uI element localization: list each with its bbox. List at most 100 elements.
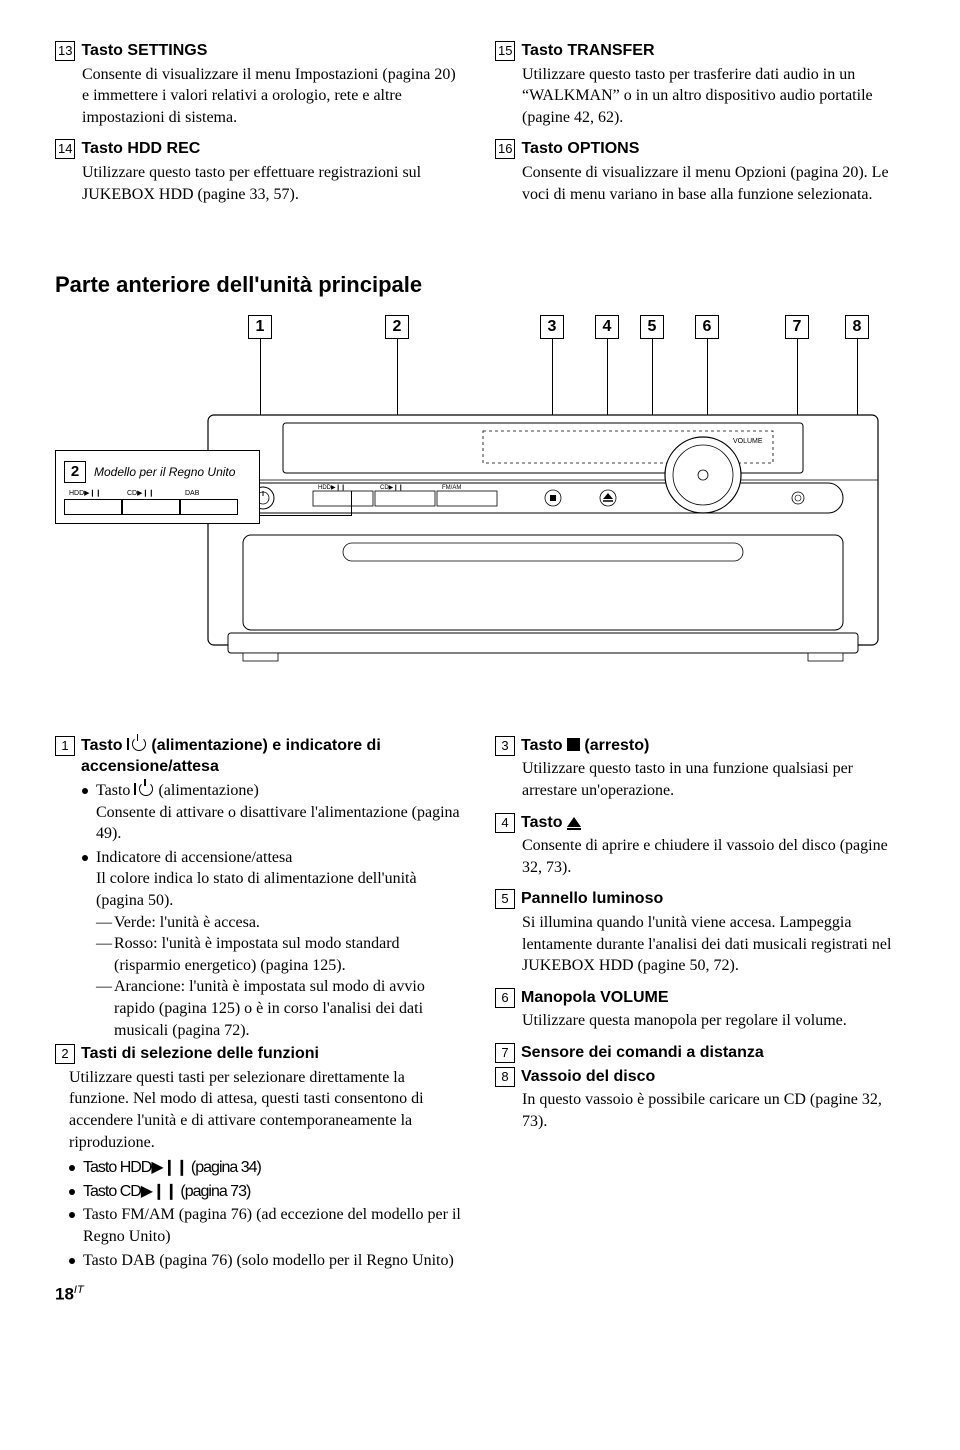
- item-6: 6 Manopola VOLUME Utilizzare questa mano…: [495, 987, 905, 1032]
- numbox-14: 14: [55, 139, 75, 159]
- callouts: 1 2 3 4 5 6 7 8: [55, 315, 905, 345]
- numbox-b5: 5: [495, 889, 515, 909]
- item-2-bullets: Tasto HDD▶❙❙ (pagina 34) Tasto CD▶❙❙ (pa…: [55, 1157, 465, 1271]
- dash-3: Arancione: l'unità è impostata sul modo …: [96, 976, 465, 1041]
- item-13-body: Consente di visualizzare il menu Imposta…: [55, 64, 465, 129]
- i4-ta: Tasto: [521, 814, 567, 831]
- callout-7: 7: [785, 315, 809, 339]
- b1-b: (alimentazione): [154, 782, 258, 799]
- item-2-body: Utilizzare questi tasti per selezionare …: [55, 1067, 465, 1153]
- item-2-b1: Tasto HDD▶❙❙ (pagina 34): [69, 1157, 465, 1179]
- item-2-b3: Tasto FM/AM (pagina 76) (ad eccezione de…: [69, 1204, 465, 1247]
- item-1-title: Tasto (alimentazione) e indicatore di ac…: [81, 735, 465, 778]
- uk-label: Modello per il Regno Unito: [94, 464, 235, 480]
- item-1: 1 Tasto (alimentazione) e indicatore di …: [55, 735, 465, 1041]
- item-4-title: Tasto: [521, 812, 581, 834]
- item-14: 14 Tasto HDD REC Utilizzare questo tasto…: [55, 138, 465, 205]
- numbox-b3: 3: [495, 736, 515, 756]
- callout-3: 3: [540, 315, 564, 339]
- item-6-title: Manopola VOLUME: [521, 987, 669, 1009]
- callout-8: 8: [845, 315, 869, 339]
- uk-connector-v: [351, 491, 352, 516]
- page-footer: 18IT: [55, 1283, 905, 1307]
- bottom-right-col: 3 Tasto (arresto) Utilizzare questo tast…: [495, 735, 905, 1273]
- item-5-title: Pannello luminoso: [521, 888, 663, 910]
- uk-connector-h: [259, 515, 351, 516]
- item-15: 15 Tasto TRANSFER Utilizzare questo tast…: [495, 40, 905, 128]
- numbox-b4: 4: [495, 813, 515, 833]
- uk-btn-cd: CD▶❙❙: [122, 499, 180, 515]
- numbox-b8: 8: [495, 1067, 515, 1087]
- numbox-b1: 1: [55, 736, 75, 756]
- b1-body: Consente di attivare o disattivare l'ali…: [96, 804, 460, 843]
- numbox-16: 16: [495, 139, 515, 159]
- b1-a: Tasto: [96, 782, 134, 799]
- item-5-body: Si illumina quando l'unità viene accesa.…: [495, 912, 905, 977]
- item-7-title: Sensore dei comandi a distanza: [521, 1042, 764, 1064]
- item-8-body: In questo vassoio è possibile caricare u…: [495, 1089, 905, 1132]
- uk-btn-hdd: HDD▶❙❙: [64, 499, 122, 515]
- item-14-body: Utilizzare questo tasto per effettuare r…: [55, 162, 465, 205]
- callout-6: 6: [695, 315, 719, 339]
- item-3-title: Tasto (arresto): [521, 735, 649, 757]
- item-5: 5 Pannello luminoso Si illumina quando l…: [495, 888, 905, 976]
- item-1-bullet-1: Tasto (alimentazione) Consente di attiva…: [82, 780, 465, 845]
- callout-4: 4: [595, 315, 619, 339]
- eject-icon: [567, 817, 581, 827]
- page-number: 18: [55, 1285, 74, 1304]
- diagram-area: 1 2 3 4 5 6 7 8 HDD▶❙❙ CD▶❙: [55, 315, 905, 685]
- bottom-left-col: 1 Tasto (alimentazione) e indicatore di …: [55, 735, 465, 1273]
- callout-1: 1: [248, 315, 272, 339]
- item-16: 16 Tasto OPTIONS Consente di visualizzar…: [495, 138, 905, 205]
- b2-head: Indicatore di accensione/attesa: [96, 849, 292, 866]
- item-13-title: Tasto SETTINGS: [81, 40, 207, 62]
- item-8-title: Vassoio del disco: [521, 1066, 655, 1088]
- top-section: 13 Tasto SETTINGS Consente di visualizza…: [55, 40, 905, 215]
- item-16-title: Tasto OPTIONS: [521, 138, 639, 160]
- uk-numbox: 2: [64, 461, 86, 483]
- dash-list: Verde: l'unità è accesa. Rosso: l'unità …: [96, 912, 465, 1042]
- item-6-body: Utilizzare questa manopola per regolare …: [495, 1010, 905, 1032]
- dash-2: Rosso: l'unità è impostata sul modo stan…: [96, 933, 465, 976]
- power-icon: [127, 736, 147, 750]
- top-left-col: 13 Tasto SETTINGS Consente di visualizza…: [55, 40, 465, 215]
- numbox-b2: 2: [55, 1044, 75, 1064]
- item-1-title-a: Tasto: [81, 737, 127, 754]
- b2-body: Il colore indica lo stato di alimentazio…: [96, 870, 417, 909]
- diagram-btn-fmam: FM/AM: [442, 485, 461, 491]
- item-2: 2 Tasti di selezione delle funzioni Util…: [55, 1043, 465, 1271]
- item-14-title: Tasto HDD REC: [81, 138, 200, 160]
- stop-icon: [567, 738, 580, 751]
- volume-label: VOLUME: [733, 438, 763, 445]
- numbox-b6: 6: [495, 988, 515, 1008]
- diagram-btn-hdd: HDD▶❙❙: [318, 484, 346, 491]
- item-3: 3 Tasto (arresto) Utilizzare questo tast…: [495, 735, 905, 802]
- diagram-btn-cd: CD▶❙❙: [380, 484, 403, 491]
- i3-ta: Tasto: [521, 737, 567, 754]
- item-16-body: Consente di visualizzare il menu Opzioni…: [495, 162, 905, 205]
- power-icon-2: [134, 781, 154, 795]
- item-15-title: Tasto TRANSFER: [521, 40, 654, 62]
- item-1-bullets: Tasto (alimentazione) Consente di attiva…: [55, 780, 465, 1041]
- item-4-body: Consente di aprire e chiudere il vassoio…: [495, 835, 905, 878]
- item-13: 13 Tasto SETTINGS Consente di visualizza…: [55, 40, 465, 128]
- callout-5: 5: [640, 315, 664, 339]
- page-suffix: IT: [74, 1284, 84, 1296]
- numbox-15: 15: [495, 41, 515, 61]
- item-2-title: Tasti di selezione delle funzioni: [81, 1043, 319, 1065]
- uk-model-inset: 2 Modello per il Regno Unito HDD▶❙❙ CD▶❙…: [55, 450, 260, 524]
- numbox-13: 13: [55, 41, 75, 61]
- dash-1: Verde: l'unità è accesa.: [96, 912, 465, 934]
- item-2-b4: Tasto DAB (pagina 76) (solo modello per …: [69, 1250, 465, 1272]
- uk-buttons: HDD▶❙❙ CD▶❙❙ DAB: [64, 499, 251, 515]
- item-2-b2: Tasto CD▶❙❙ (pagina 73): [69, 1181, 465, 1203]
- section-title: Parte anteriore dell'unità principale: [55, 270, 905, 300]
- bottom-section: 1 Tasto (alimentazione) e indicatore di …: [55, 735, 905, 1273]
- item-7: 7 Sensore dei comandi a distanza: [495, 1042, 905, 1064]
- callout-2: 2: [385, 315, 409, 339]
- numbox-b7: 7: [495, 1043, 515, 1063]
- top-right-col: 15 Tasto TRANSFER Utilizzare questo tast…: [495, 40, 905, 215]
- uk-btn-dab: DAB: [180, 499, 238, 515]
- item-3-body: Utilizzare questo tasto in una funzione …: [495, 758, 905, 801]
- item-4: 4 Tasto Consente di aprire e chiudere il…: [495, 812, 905, 879]
